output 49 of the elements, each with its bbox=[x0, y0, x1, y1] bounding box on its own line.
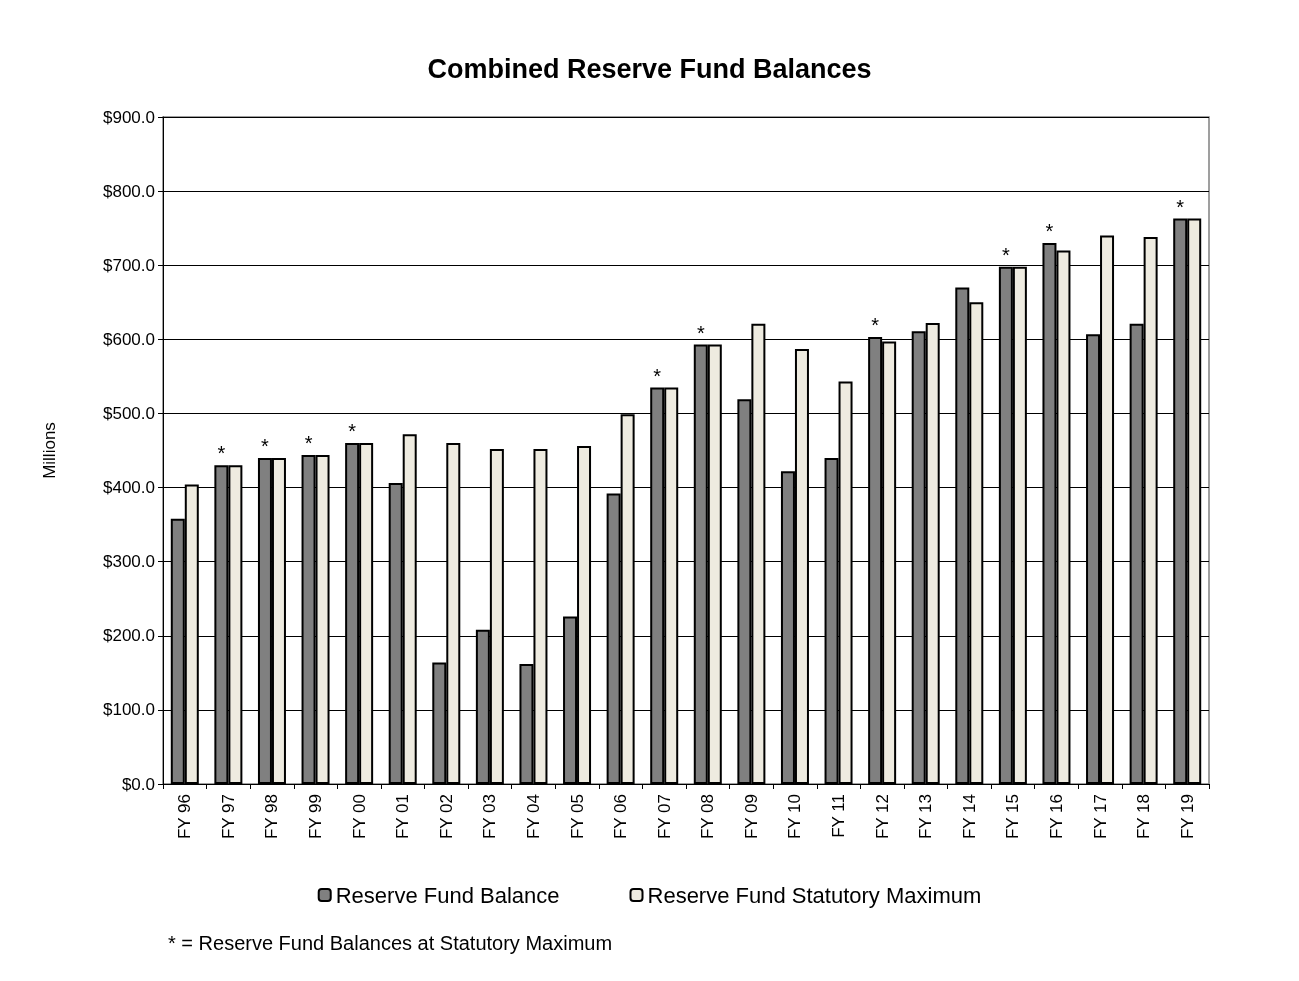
x-tick-label: FY 04 bbox=[523, 794, 543, 840]
chart-title: Combined Reserve Fund Balances bbox=[427, 53, 872, 84]
x-tick-label: FY 09 bbox=[741, 794, 761, 840]
x-tick-label: FY 02 bbox=[436, 794, 456, 840]
y-tick-label: $400.0 bbox=[103, 478, 155, 498]
y-tick-label: $200.0 bbox=[103, 626, 155, 646]
y-tick-label: $900.0 bbox=[103, 107, 155, 127]
x-tick-label: FY 14 bbox=[959, 794, 979, 840]
x-tick-label: FY 06 bbox=[611, 794, 631, 840]
y-tick-label: $100.0 bbox=[103, 700, 155, 720]
x-tick-label: FY 16 bbox=[1046, 794, 1066, 840]
y-tick-label: $300.0 bbox=[103, 552, 155, 572]
x-tick-label: FY 07 bbox=[654, 794, 674, 840]
x-tick-label: FY 99 bbox=[306, 794, 326, 840]
annotation: * bbox=[1045, 219, 1054, 242]
x-tick-label: FY 13 bbox=[916, 794, 936, 840]
x-tick-label: FY 98 bbox=[262, 794, 282, 840]
text: * = Reserve Fund Balances at Statutory Maximum bbox=[168, 932, 613, 954]
annotation: * bbox=[304, 431, 313, 454]
x-tick-label: FY 01 bbox=[393, 794, 413, 840]
y-tick-label: $500.0 bbox=[103, 403, 155, 423]
x-tick-label: FY 97 bbox=[218, 794, 238, 840]
x-tick-label: FY 00 bbox=[349, 794, 369, 840]
x-tick-label: FY 11 bbox=[829, 794, 849, 838]
annotation: * bbox=[348, 420, 357, 443]
y-axis-title: Millions bbox=[40, 422, 59, 479]
y-tick-label: $0.0 bbox=[121, 774, 155, 794]
annotation: * bbox=[653, 364, 662, 387]
legend-label: Reserve Fund Balance bbox=[335, 882, 560, 908]
annotation: * bbox=[871, 314, 880, 337]
legend-label: Reserve Fund Statutory Maximum bbox=[647, 882, 982, 908]
x-tick-label: FY 08 bbox=[698, 794, 718, 840]
x-tick-label: FY 18 bbox=[1134, 794, 1154, 840]
x-tick-label: FY 96 bbox=[175, 794, 195, 840]
y-tick-label: $700.0 bbox=[103, 255, 155, 275]
annotation: * bbox=[1001, 243, 1010, 266]
x-tick-label: FY 03 bbox=[480, 794, 500, 840]
x-tick-label: FY 05 bbox=[567, 794, 587, 840]
x-tick-label: FY 12 bbox=[872, 794, 892, 840]
x-tick-label: FY 19 bbox=[1177, 794, 1197, 840]
y-tick-label: $800.0 bbox=[103, 181, 155, 201]
x-tick-label: FY 10 bbox=[785, 794, 805, 840]
annotation: * bbox=[1176, 195, 1185, 218]
y-tick-label: $600.0 bbox=[103, 329, 155, 349]
x-tick-label: FY 15 bbox=[1003, 794, 1023, 840]
annotation: * bbox=[261, 434, 270, 457]
annotation: * bbox=[217, 442, 226, 465]
x-tick-label: FY 17 bbox=[1090, 794, 1110, 840]
annotation: * bbox=[696, 321, 705, 344]
